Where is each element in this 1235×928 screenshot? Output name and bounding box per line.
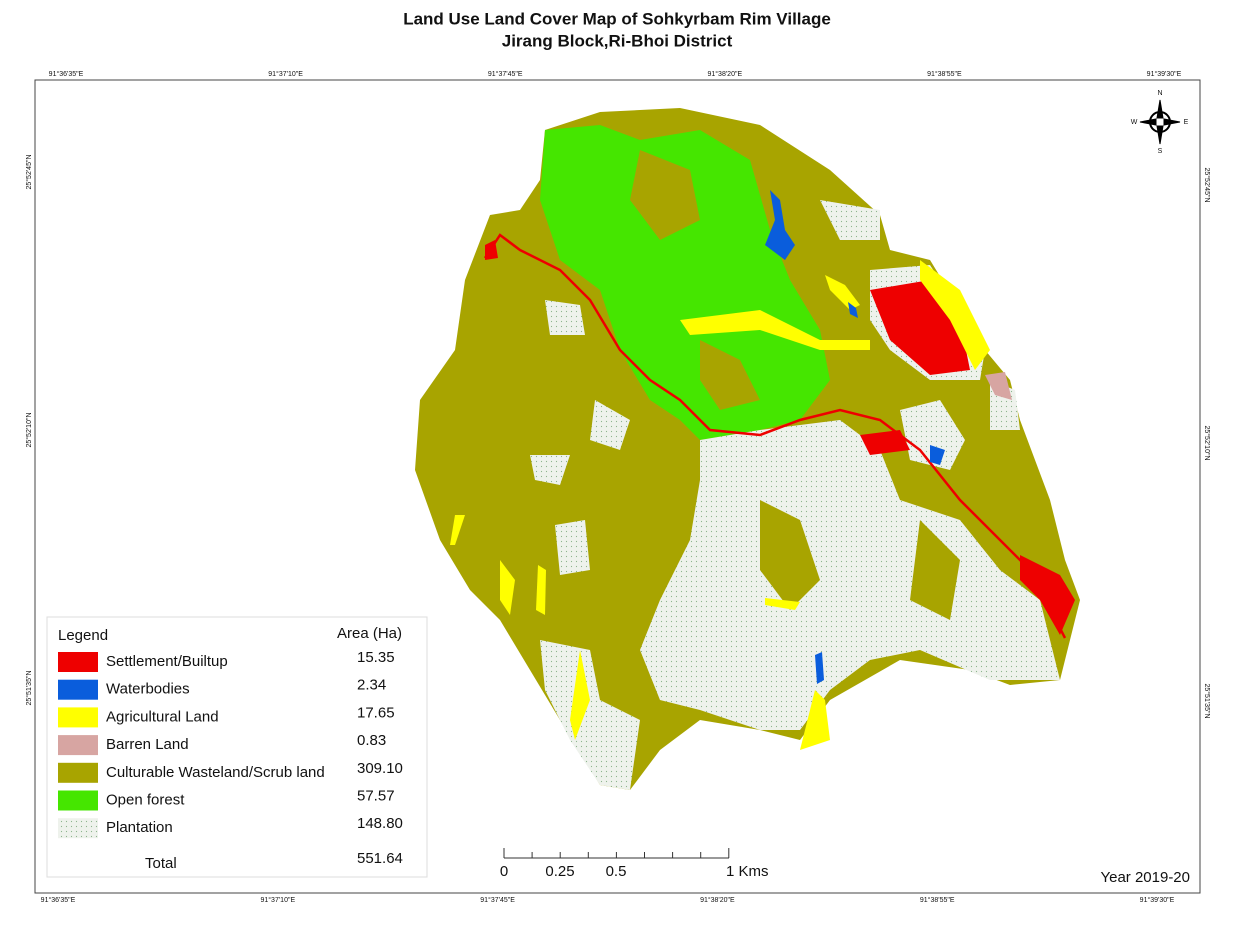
agricultural-land (450, 515, 465, 545)
graticule-bottom: 91°37'45"E (480, 896, 515, 904)
agricultural-land (536, 565, 546, 615)
plantation (820, 200, 880, 240)
graticule-bottom: 91°37'10"E (260, 896, 295, 904)
graticule-bottom: 91°39'30"E (1140, 896, 1175, 904)
graticule-top: 91°37'45"E (488, 70, 523, 78)
legend-swatch (58, 762, 98, 783)
legend-area: 15.35 (357, 649, 395, 666)
legend-label: Plantation (106, 819, 173, 836)
agricultural-land (920, 260, 990, 370)
legend-box (46, 616, 428, 878)
north-arrow (1139, 99, 1181, 145)
graticule-top: 91°37'10"E (268, 70, 303, 78)
legend-swatch (58, 818, 98, 839)
scale-bar (503, 848, 730, 859)
year: Year 2019-20 (1100, 869, 1190, 886)
agricultural-land (765, 598, 800, 610)
legend-swatch (58, 652, 98, 672)
legend-area: 148.80 (357, 815, 403, 832)
legend-swatch (58, 735, 98, 756)
scale-label: 0.5 (606, 863, 627, 880)
plantation (590, 400, 630, 450)
graticule-right: 25°52'10"N (1203, 425, 1211, 460)
compass-w: W (1131, 119, 1138, 126)
legend-area: 2.34 (357, 677, 386, 694)
scale-label: 0 (500, 863, 508, 880)
legend-label: Waterbodies (106, 681, 190, 698)
legend-area: 57.57 (357, 787, 395, 804)
waterbody (930, 445, 945, 465)
plantation (540, 640, 640, 790)
legend-label: Settlement/Builtup (106, 653, 228, 670)
legend-column: Area (Ha) (337, 625, 402, 642)
graticule-top: 91°36'35"E (49, 70, 84, 78)
legend-swatch (58, 679, 98, 700)
graticule-top: 91°38'55"E (927, 70, 962, 78)
waterbody (815, 652, 824, 684)
plantation (545, 300, 585, 335)
settlement (860, 430, 910, 455)
scrub-land (630, 150, 700, 240)
barren-land (985, 372, 1012, 400)
graticule-right: 25°51'35"N (1203, 683, 1211, 718)
graticule-bottom: 91°38'20"E (700, 896, 735, 904)
legend-label: Culturable Wasteland/Scrub land (106, 764, 325, 781)
agricultural-land (680, 310, 870, 350)
waterbody (848, 302, 858, 318)
compass-s: S (1158, 148, 1163, 155)
legend-area: 0.83 (357, 732, 386, 749)
agricultural-land (570, 650, 590, 740)
plantation (640, 420, 1060, 730)
plantation (555, 520, 590, 575)
waterbody (765, 190, 795, 260)
scale-label: 0.25 (545, 863, 574, 880)
legend-area: 17.65 (357, 704, 395, 721)
graticule-bottom: 91°38'55"E (920, 896, 955, 904)
legend-label: Open forest (106, 791, 185, 808)
graticule-left: 25°52'45"N (25, 154, 33, 189)
agricultural-land (825, 275, 860, 310)
subtitle: Jirang Block,Ri-Bhoi District (502, 31, 733, 50)
total-label: Total (145, 855, 177, 872)
legend-swatch (58, 790, 98, 811)
compass-e: E (1184, 119, 1189, 126)
graticule-left: 25°51'35"N (25, 670, 33, 705)
legend-title: Legend (58, 627, 108, 644)
legend-label: Agricultural Land (106, 708, 219, 725)
scrub-land (910, 520, 960, 620)
compass-n: N (1157, 90, 1162, 97)
scale-label: 1 Kms (726, 863, 769, 880)
map-frame (34, 79, 1201, 894)
open-forest (540, 125, 830, 440)
graticule-bottom: 91°36'35"E (41, 896, 76, 904)
map-features (415, 108, 1080, 790)
total-value: 551.64 (357, 850, 403, 867)
agricultural-land (800, 690, 830, 750)
legend-area: 309.10 (357, 760, 403, 777)
plantation (530, 455, 570, 485)
graticule-top: 91°39'30"E (1147, 70, 1182, 78)
river (483, 233, 1067, 639)
graticule-right: 25°52'45"N (1203, 167, 1211, 202)
legend-swatch (58, 707, 98, 728)
plantation (900, 400, 965, 470)
title: Land Use Land Cover Map of Sohkyrbam Rim… (403, 9, 831, 28)
scrub-land (700, 340, 760, 410)
scrub-land (760, 500, 820, 610)
graticule-left: 25°52'10"N (25, 412, 33, 447)
legend-label: Barren Land (106, 736, 189, 753)
agricultural-land (500, 560, 515, 615)
graticule-top: 91°38'20"E (707, 70, 742, 78)
